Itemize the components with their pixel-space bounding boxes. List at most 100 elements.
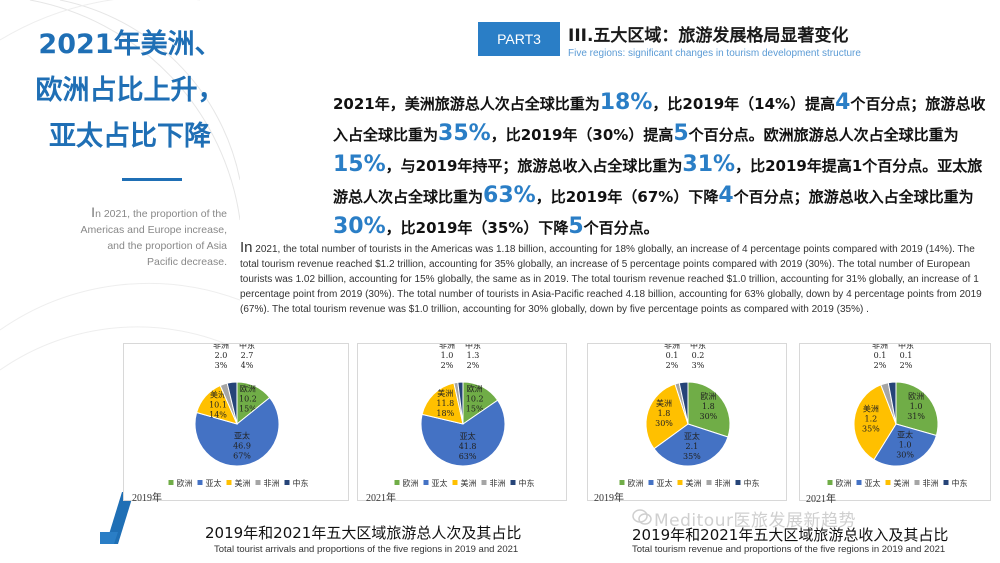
slice-label: 0.1 [666, 351, 679, 360]
highlight-figure: 30% [333, 214, 386, 239]
highlight-figure: 18% [599, 90, 653, 115]
pie-slice-0 [687, 381, 731, 438]
slice-label: 2% [467, 361, 480, 370]
legend-swatch [943, 480, 949, 485]
dropcap-letter: I [91, 204, 96, 220]
summary-text: ，与2019年持平；旅游总收入占全球比重为 [385, 157, 683, 175]
caption-revenue-en: Total tourism revenue and proportions of… [632, 544, 946, 555]
chart-year-label: 2021年 [366, 493, 396, 504]
highlight-figure: 5 [568, 214, 584, 239]
summary-text: ，比2019年（35%）下降 [385, 219, 569, 237]
chart-year-label: 2021年 [806, 494, 836, 505]
slice-label: 31% [907, 412, 925, 421]
slice-label: 亚太 [897, 430, 913, 440]
watermark: Meditour医旅发展新趋势 [654, 511, 856, 531]
legend-label: 中东 [519, 478, 535, 488]
slide-title: 2021年美洲、 欧洲占比上升， 亚太占比下降 [30, 22, 230, 160]
legend-swatch [481, 480, 487, 485]
slice-label: 30% [896, 451, 914, 460]
highlight-figure: 4 [718, 183, 734, 208]
slide-title-line: 2021年美洲、 [38, 29, 222, 60]
slice-label: 14% [209, 410, 227, 419]
slide-title-line: 亚太占比下降 [49, 121, 211, 152]
legend-swatch [452, 480, 458, 485]
dropcap-letter: In [240, 239, 253, 256]
legend-swatch [706, 480, 712, 485]
slice-label: 1.0 [910, 402, 923, 411]
slice-label: 非洲 [664, 344, 680, 350]
section-subtitle: Five regions: significant changes in tou… [568, 48, 861, 59]
slice-label: 2.1 [686, 442, 699, 451]
summary-text: ，比2019年（14%）提高 [652, 95, 836, 113]
summary-text: 2021年，美洲旅游总人次占全球比重为 [333, 95, 600, 113]
slice-label: 30% [700, 412, 718, 421]
legend-label: 美洲 [894, 478, 910, 488]
summary-text: ，比2019年（30%）提高 [490, 126, 674, 144]
pie-chart-svg: 欧洲10.215%亚太41.863%美洲11.818%非洲1.02%中东1.32… [394, 344, 535, 488]
slice-label: 1.0 [441, 351, 454, 360]
slice-label: 10.2 [466, 395, 484, 404]
legend-swatch [648, 480, 654, 485]
slice-label: 46.9 [233, 442, 251, 451]
slice-label: 35% [862, 425, 880, 434]
brand-slash-icon [100, 492, 134, 544]
slice-label: 1.2 [865, 415, 878, 424]
title-divider [122, 178, 182, 181]
legend-label: 中东 [293, 478, 309, 488]
summary-text: ，比2019年（67%）下降 [535, 188, 719, 206]
slice-label: 美洲 [210, 389, 226, 399]
legend-label: 美洲 [686, 478, 702, 488]
pie-slice-1 [194, 396, 280, 467]
wechat-icon [632, 509, 652, 525]
slice-label: 美洲 [863, 404, 879, 414]
pie-slice-4 [457, 381, 464, 425]
slice-label: 18% [436, 409, 454, 418]
slice-label: 30% [655, 419, 673, 428]
pie-slice-4 [887, 381, 897, 425]
pie-slice-4 [226, 381, 238, 425]
slice-label: 1.8 [702, 402, 715, 411]
slice-label: 0.1 [874, 351, 887, 360]
pie-slice-1 [420, 399, 506, 467]
summary-text: 个百分点；旅游总收入占全球比重为 [733, 188, 974, 206]
highlight-figure: 35% [438, 121, 491, 146]
highlight-figure: 31% [682, 152, 736, 177]
slice-label: 2.7 [241, 351, 254, 360]
slice-label: 2% [900, 361, 913, 370]
caption-arrivals: 2019年和2021年五大区域旅游总人次及其占比 [205, 524, 522, 542]
slice-label: 67% [233, 452, 251, 461]
legend-label: 中东 [744, 478, 760, 488]
chart-year-label: 2019年 [594, 493, 624, 504]
slice-label: 非洲 [872, 344, 888, 350]
summary-text: 个百分点；旅游总收入占全球比重为 [333, 95, 986, 144]
slice-label: 15% [239, 404, 257, 413]
section-title: III.五大区域：旅游发展格局显著变化 [568, 26, 849, 46]
pie-chart-revenue-2021: 欧洲 1.0 31% 亚太 1.0 30% 美洲 1.2 35% 非洲 0.1 2% 中东 0.1 2% 欧洲… [799, 343, 991, 505]
pie-chart-revenue-2019: 欧洲 1.8 30% 亚太 2.1 35% 美洲 1.8 30% 非洲 0.1 2% 中东 0.2 3% 欧洲… [587, 343, 787, 504]
decorative-arcs [0, 0, 240, 371]
summary-english-text: 2021, the total number of tourists in th… [240, 244, 982, 315]
slice-label: 41.8 [459, 442, 477, 451]
slice-label: 3% [215, 361, 228, 370]
pie-slice-2 [645, 383, 689, 450]
slice-label: 0.1 [900, 351, 913, 360]
highlight-figure: 5 [673, 121, 689, 146]
legend-label: 亚太 [657, 478, 673, 488]
pie-slice-4 [678, 381, 689, 425]
legend-swatch [856, 480, 862, 485]
legend-label: 欧洲 [403, 478, 419, 488]
legend-swatch [510, 480, 516, 485]
pie-slice-0 [895, 381, 939, 437]
legend-label: 欧洲 [836, 478, 852, 488]
legend-swatch [677, 480, 683, 485]
summary-english: In 2021, the total number of tourists in… [240, 240, 992, 317]
slice-label: 11.8 [436, 399, 454, 408]
slice-label: 0.2 [692, 351, 705, 360]
legend-label: 欧洲 [177, 478, 193, 488]
caption-revenue: 2019年和2021年五大区域旅游总收入及其占比 [632, 526, 949, 544]
slice-label: 美洲 [437, 388, 453, 398]
summary-text: 个百分点。 [583, 219, 659, 237]
legend-swatch [226, 480, 232, 485]
highlight-figure: 63% [483, 183, 536, 208]
slice-label: 1.8 [658, 409, 671, 418]
